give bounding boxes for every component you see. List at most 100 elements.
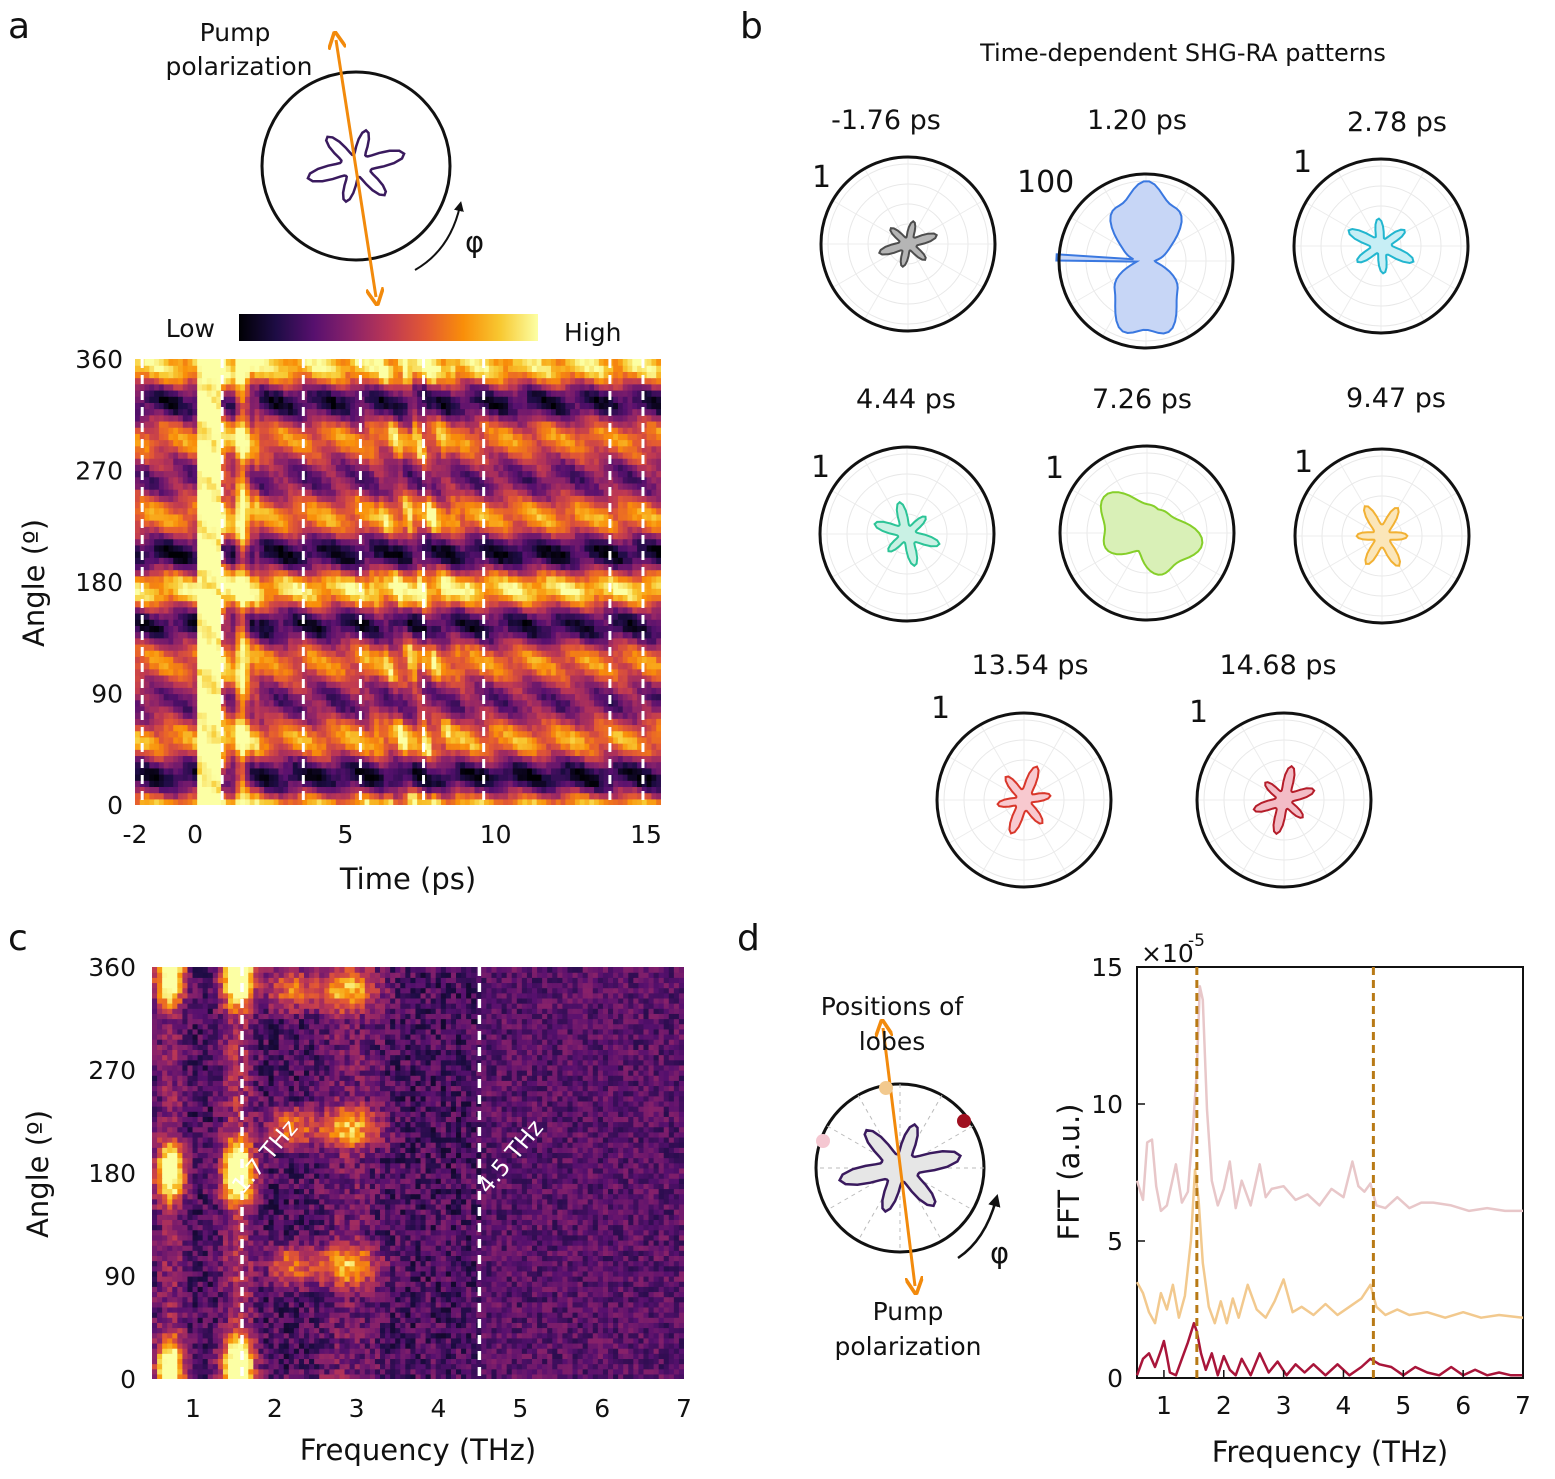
heatmap-cell <box>335 774 342 781</box>
heatmap-cell <box>321 774 327 781</box>
heatmap-cell <box>192 588 198 595</box>
heatmap-cell <box>407 792 413 800</box>
heatmap-cell <box>445 606 452 614</box>
heatmap-cell <box>536 650 543 657</box>
heatmap-cell <box>259 594 265 602</box>
heatmap-cell <box>613 575 619 583</box>
heatmap-cell <box>182 798 189 805</box>
heatmap-cell <box>331 749 337 757</box>
heatmap-cell <box>350 538 356 546</box>
heatmap-cell <box>445 625 452 633</box>
heatmap-cell <box>259 588 265 595</box>
heatmap-cell <box>311 693 318 701</box>
heatmap-cell <box>522 674 528 682</box>
heatmap-cell <box>240 780 246 788</box>
heatmap-cell <box>603 569 609 577</box>
heatmap-cell <box>517 569 523 577</box>
heatmap-cell <box>417 557 423 565</box>
heatmap-cell <box>364 774 370 781</box>
heatmap-cell <box>641 625 648 633</box>
heatmap-cell <box>627 730 633 738</box>
heatmap-cell <box>584 786 590 794</box>
heatmap-cell <box>441 557 447 565</box>
heatmap-cell <box>565 650 571 657</box>
heatmap-cell <box>316 625 323 633</box>
heatmap-cell <box>498 755 504 763</box>
heatmap-cell <box>426 705 433 713</box>
heatmap-cell <box>335 600 342 608</box>
heatmap-cell <box>192 594 198 602</box>
heatmap-cell <box>560 643 566 651</box>
heatmap-cell <box>283 520 289 527</box>
heatmap-cell <box>158 588 165 595</box>
heatmap-cell <box>268 693 275 701</box>
heatmap-cell <box>455 693 461 701</box>
heatmap-cell <box>197 643 203 651</box>
heatmap-cell <box>407 557 413 565</box>
heatmap-cell <box>589 606 595 614</box>
heatmap-cell <box>244 743 251 750</box>
heatmap-cell <box>398 538 404 546</box>
heatmap-cell <box>436 538 442 546</box>
heatmap-cell <box>627 569 633 577</box>
heatmap-cell <box>292 643 299 651</box>
heatmap-cell <box>187 761 193 769</box>
heatmap-cell <box>546 687 552 695</box>
heatmap-cell <box>316 668 323 676</box>
heatmap-cell <box>531 749 538 757</box>
heatmap-cell <box>345 563 351 571</box>
heatmap-cell <box>288 612 294 620</box>
heatmap-cell <box>158 662 165 670</box>
heatmap-cell <box>498 544 504 552</box>
heatmap-cell <box>316 600 323 608</box>
heatmap-cell <box>632 544 638 552</box>
heatmap-cell <box>331 619 337 626</box>
heatmap-cell <box>436 625 442 633</box>
heatmap-cell <box>292 780 299 788</box>
heatmap-cell <box>464 774 471 781</box>
heatmap-cell <box>340 792 346 800</box>
heatmap-cell <box>264 557 270 565</box>
heatmap-cell <box>302 656 308 664</box>
heatmap-cell <box>168 662 174 670</box>
heatmap-cell <box>311 712 318 719</box>
heatmap-cell <box>646 774 653 781</box>
heatmap-cell <box>441 662 447 670</box>
heatmap-cell <box>555 625 562 633</box>
heatmap-cell <box>622 792 629 800</box>
heatmap-cell <box>201 625 208 633</box>
heatmap-cell <box>555 792 562 800</box>
heatmap-cell <box>359 712 366 719</box>
heatmap-cell <box>455 705 461 713</box>
heatmap-cell <box>230 582 237 589</box>
heatmap-cell <box>225 520 232 527</box>
heatmap-cell <box>455 681 461 688</box>
heatmap-cell <box>474 551 480 558</box>
heatmap-cell <box>407 749 413 757</box>
heatmap-cell <box>551 594 557 602</box>
heatmap-cell <box>503 687 509 695</box>
heatmap-cell <box>192 761 198 769</box>
heatmap-cell <box>402 674 409 682</box>
heatmap-cell <box>225 557 232 565</box>
heatmap-cell <box>522 600 528 608</box>
heatmap-cell <box>426 736 433 744</box>
heatmap-cell <box>201 656 208 664</box>
heatmap-cell <box>359 557 366 565</box>
heatmap-cell <box>393 687 399 695</box>
heatmap-cell <box>369 761 375 769</box>
heatmap-cell <box>173 749 179 757</box>
heatmap-cell <box>173 643 179 651</box>
heatmap-cell <box>469 699 476 707</box>
heatmap-cell <box>187 650 193 657</box>
heatmap-cell <box>221 575 227 583</box>
heatmap-cell <box>546 774 552 781</box>
heatmap-cell <box>216 662 222 670</box>
heatmap-cell <box>230 637 237 645</box>
heatmap-cell <box>302 749 308 757</box>
heatmap-cell <box>307 755 313 763</box>
heatmap-cell <box>178 699 184 707</box>
heatmap-cell <box>574 662 581 670</box>
heatmap-cell <box>651 569 657 577</box>
heatmap-cell <box>594 594 600 602</box>
